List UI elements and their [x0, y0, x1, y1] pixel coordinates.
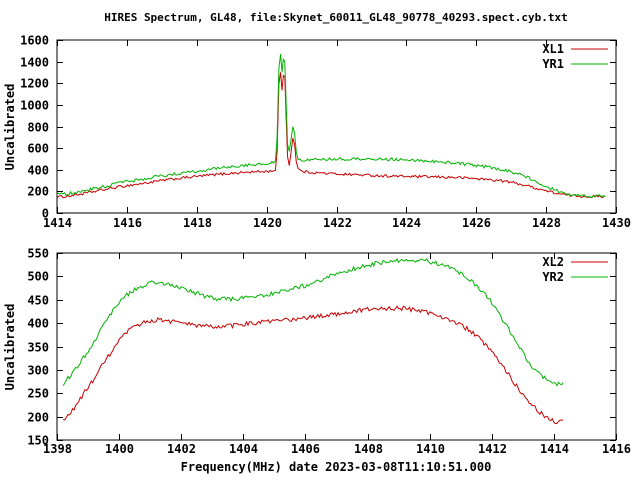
x-tick-label: 1398 — [43, 442, 72, 456]
x-tick-label: 1418 — [183, 216, 212, 230]
x-tick-label: 1420 — [253, 216, 282, 230]
x-tick-label: 1400 — [105, 442, 134, 456]
x-tick-label: 1414 — [540, 442, 569, 456]
y-tick-label: 400 — [27, 164, 49, 178]
bottom-chart: 1398 1400 1402 1404 1406 1408 1410 1412 1414 1416… — [27, 247, 631, 457]
top-chart: 1414 1416 1418 1420 1422 1424 1426 1428 1430 0 200… — [20, 34, 631, 231]
x-tick-label: 1416 — [113, 216, 142, 230]
y-tick-label: 600 — [27, 142, 49, 156]
plot-border — [56, 39, 617, 214]
x-tick-label: 1424 — [392, 216, 421, 230]
y-tick-label: 400 — [27, 317, 49, 331]
x-axis-label: Frequency(MHz) date 2023-03-08T11:10:51.… — [181, 460, 492, 474]
y-tick-label: 150 — [27, 434, 49, 448]
y-tick-label: 450 — [27, 294, 49, 308]
y-tick-label: 200 — [27, 185, 49, 199]
x-tick-label: 1430 — [602, 216, 631, 230]
y-tick-label: 350 — [27, 341, 49, 355]
legend-label-yr1: YR1 — [542, 57, 564, 71]
x-tick-label: 1414 — [43, 216, 72, 230]
x-tick-label: 1416 — [602, 442, 631, 456]
x-tick-label: 1412 — [478, 442, 507, 456]
y-tick-label: 200 — [27, 411, 49, 425]
y-tick-label: 800 — [27, 121, 49, 135]
y-tick-label: 1200 — [20, 77, 49, 91]
series-xl2-line — [63, 305, 564, 425]
x-tick-label: 1404 — [229, 442, 258, 456]
figure-title: HIRES Spectrum, GL48, file:Skynet_60011_… — [104, 11, 568, 24]
x-tick-label: 1402 — [167, 442, 196, 456]
legend-label-xl1: XL1 — [542, 42, 564, 56]
x-tick-label: 1422 — [323, 216, 352, 230]
series-yr1-line — [56, 53, 606, 198]
series-yr2-line — [62, 257, 564, 387]
x-tick-label: 1406 — [291, 442, 320, 456]
x-tick-label: 1410 — [416, 442, 445, 456]
series-xl1-line — [56, 72, 606, 199]
y-tick-label: 1400 — [20, 56, 49, 70]
y-tick-label: 1600 — [20, 34, 49, 48]
y-tick-label: 0 — [42, 207, 49, 221]
top-y-axis-label: Uncalibrated — [3, 84, 17, 171]
legend-label-yr2: YR2 — [542, 270, 564, 284]
y-tick-label: 1000 — [20, 99, 49, 113]
plot-border — [56, 252, 617, 441]
y-tick-label: 500 — [27, 270, 49, 284]
x-tick-label: 1426 — [462, 216, 491, 230]
y-tick-label: 550 — [27, 247, 49, 261]
x-tick-label: 1408 — [354, 442, 383, 456]
y-tick-label: 300 — [27, 364, 49, 378]
legend-label-xl2: XL2 — [542, 255, 564, 269]
x-tick-label: 1428 — [532, 216, 561, 230]
y-tick-label: 250 — [27, 387, 49, 401]
bottom-y-axis-label: Uncalibrated — [3, 304, 17, 391]
